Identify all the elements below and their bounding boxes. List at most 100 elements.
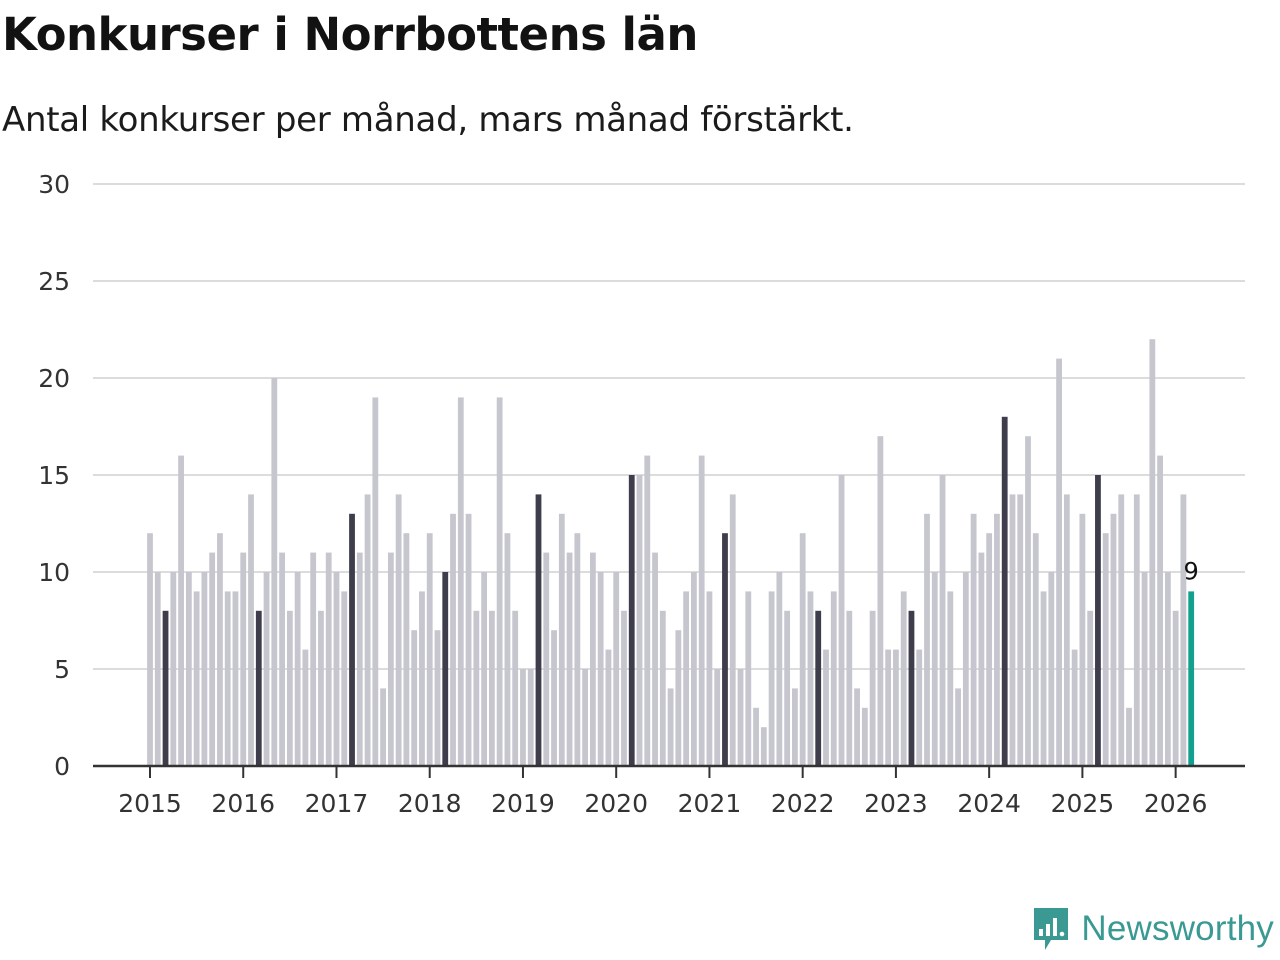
bar xyxy=(1149,339,1156,766)
bar xyxy=(217,533,223,766)
bar xyxy=(877,436,884,766)
bar xyxy=(426,533,433,766)
bar xyxy=(411,630,418,766)
bar xyxy=(916,649,923,766)
bar xyxy=(333,572,340,766)
bar xyxy=(450,513,456,766)
bar xyxy=(364,494,371,766)
bar xyxy=(566,552,573,766)
bar xyxy=(310,552,317,766)
bar xyxy=(1040,591,1047,766)
bar xyxy=(1032,533,1039,766)
bar xyxy=(551,630,557,766)
bar xyxy=(232,591,239,766)
x-tick-label: 2017 xyxy=(305,789,369,818)
bar-march xyxy=(255,610,262,766)
bar xyxy=(380,688,386,766)
bar-march xyxy=(535,494,542,766)
bar xyxy=(1079,513,1086,766)
y-tick-label: 0 xyxy=(54,752,70,781)
newsworthy-logo: Newsworthy xyxy=(1031,904,1274,954)
bar xyxy=(792,688,798,766)
x-tick-label: 2025 xyxy=(1051,789,1115,818)
bar xyxy=(830,591,837,766)
bar xyxy=(1087,610,1094,766)
bar xyxy=(473,610,480,766)
bar xyxy=(939,475,946,766)
bar xyxy=(698,455,705,766)
bar xyxy=(457,397,464,766)
bar xyxy=(154,572,161,766)
bar xyxy=(714,669,721,766)
bar xyxy=(325,552,332,766)
x-tick-label: 2019 xyxy=(491,789,555,818)
bar xyxy=(387,552,394,766)
bar xyxy=(395,494,402,766)
bar xyxy=(582,669,589,766)
bar xyxy=(605,649,612,766)
y-tick-label: 30 xyxy=(38,170,70,199)
bar xyxy=(1133,494,1140,766)
bar xyxy=(846,610,853,766)
x-tick-label: 2021 xyxy=(678,789,742,818)
x-tick-label: 2018 xyxy=(398,789,462,818)
bar xyxy=(527,669,534,766)
bar xyxy=(652,552,658,766)
bar xyxy=(185,572,192,766)
bar xyxy=(372,397,379,766)
bar xyxy=(512,610,519,766)
bar xyxy=(636,475,643,766)
y-tick-label: 20 xyxy=(38,364,70,393)
bar xyxy=(341,591,348,766)
bar xyxy=(978,552,985,766)
bar xyxy=(294,572,301,766)
bar xyxy=(201,572,208,766)
bar xyxy=(488,610,495,766)
bar xyxy=(240,552,247,766)
bar xyxy=(799,533,806,766)
bar-march xyxy=(815,610,822,766)
bar xyxy=(286,610,293,766)
bar xyxy=(691,572,697,766)
x-tick-label: 2024 xyxy=(957,789,1021,818)
bar-march xyxy=(628,475,635,766)
y-tick-label: 5 xyxy=(54,655,70,684)
bar xyxy=(271,378,278,766)
bar xyxy=(558,513,565,766)
newsworthy-logo-text: Newsworthy xyxy=(1081,909,1274,948)
bar xyxy=(893,649,899,766)
bar-march xyxy=(442,572,449,766)
bar xyxy=(302,649,309,766)
bar xyxy=(776,572,783,766)
bar xyxy=(1048,572,1055,766)
bar xyxy=(263,572,270,766)
bar xyxy=(318,610,324,766)
y-axis: 0 5 10 15 20 25 30 xyxy=(38,170,70,781)
x-tick-label: 2023 xyxy=(864,789,928,818)
bar xyxy=(823,649,829,766)
bar xyxy=(729,494,736,766)
chart-subtitle: Antal konkurser per månad, mars månad fö… xyxy=(2,100,854,140)
bar xyxy=(147,533,153,766)
bar xyxy=(861,707,868,766)
x-tick-label: 2015 xyxy=(118,789,182,818)
bar xyxy=(248,494,254,766)
bar xyxy=(955,688,961,766)
bar-march xyxy=(349,513,355,766)
bar xyxy=(613,572,620,766)
y-tick-label: 10 xyxy=(38,558,70,587)
bar xyxy=(683,591,690,766)
bars xyxy=(147,339,1195,766)
bar xyxy=(924,513,930,766)
bar xyxy=(947,591,954,766)
latest-value-label: 9 xyxy=(1184,557,1199,585)
bar xyxy=(854,688,860,766)
bar xyxy=(621,610,627,766)
bar xyxy=(784,610,791,766)
bar xyxy=(667,688,674,766)
bar xyxy=(279,552,285,766)
bar xyxy=(1017,494,1024,766)
bar xyxy=(1110,513,1117,766)
bar xyxy=(1063,494,1070,766)
